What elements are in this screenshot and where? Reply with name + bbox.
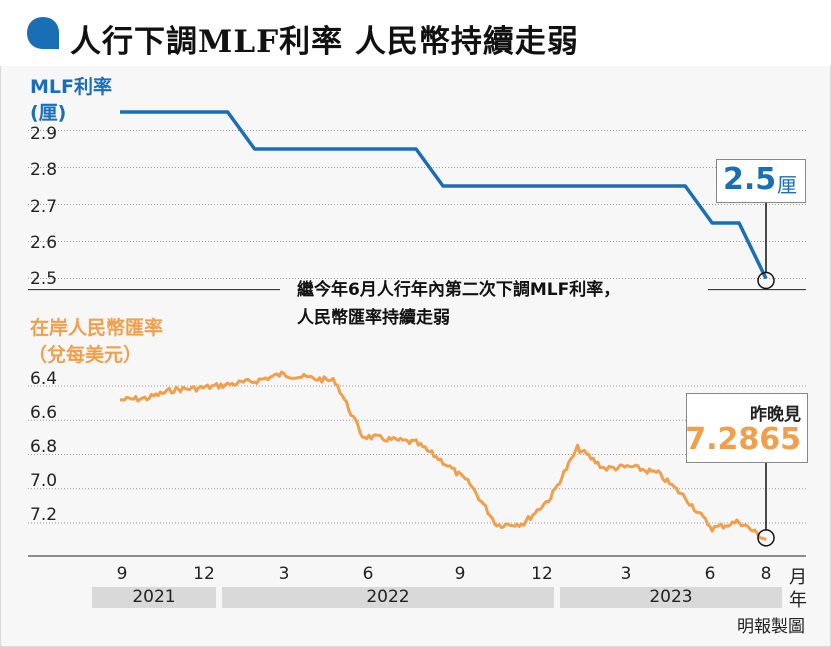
mlf-y-tick: 2.9 <box>30 124 58 144</box>
x-tick-month: 12 <box>531 564 553 584</box>
cny-y-tick: 7.0 <box>30 471 58 491</box>
x-month-unit: 月 <box>789 567 807 588</box>
x-tick-month: 8 <box>760 564 772 584</box>
cny-y-tick: 6.6 <box>30 403 58 423</box>
x-tick-month: 3 <box>278 564 290 584</box>
cny-y-tick: 7.2 <box>30 505 58 525</box>
x-year-unit: 年 <box>789 590 807 611</box>
annotation-line: 繼今年6月人行年內第二次下調MLF利率， <box>297 280 621 300</box>
mlf-y-tick: 2.7 <box>30 197 58 217</box>
mlf-series-line <box>120 110 768 280</box>
year-band-2021: 2021 <box>92 587 216 608</box>
x-tick-month: 12 <box>193 564 215 584</box>
cny-series-line <box>119 370 767 542</box>
page-title: 人行下調MLF利率 人民幣持續走弱 <box>70 24 579 60</box>
x-tick-month: 6 <box>362 564 374 584</box>
credit-label: 明報製圖 <box>737 617 805 637</box>
x-tick-month: 6 <box>704 564 716 584</box>
annotation-line: 人民幣匯率持續走弱 <box>297 308 450 328</box>
cny-callout-value: 7.2865 <box>685 422 801 457</box>
mlf-y-tick: 2.5 <box>30 269 58 289</box>
mlf-callout-value: 2.5 <box>723 162 777 197</box>
cny-y-tick: 6.4 <box>30 369 58 389</box>
cny-y-tick: 6.8 <box>30 437 58 457</box>
mlf-chart-title: MLF利率 <box>30 76 112 98</box>
cny-callout: 昨晚見 7.2865 <box>685 393 808 463</box>
mlf-callout-unit: 厘 <box>777 173 797 197</box>
mlf-y-tick: 2.8 <box>30 160 58 180</box>
x-tick-month: 3 <box>620 564 632 584</box>
x-tick-month: 9 <box>454 564 466 584</box>
header: 人行下調MLF利率 人民幣持續走弱 <box>0 0 831 66</box>
mlf-y-tick: 2.6 <box>30 233 58 253</box>
annotation-note: 繼今年6月人行年內第二次下調MLF利率， 人民幣匯率持續走弱 <box>297 276 620 332</box>
speech-bubble-icon <box>27 17 59 49</box>
cny-chart-title: 在岸人民幣匯率 <box>30 317 164 339</box>
mlf-callout: 2.5 厘 <box>716 159 806 203</box>
year-band-2022: 2022 <box>222 587 554 608</box>
cny-callout-label: 昨晚見 <box>750 405 801 425</box>
cny-y-unit: （兌每美元） <box>28 344 143 366</box>
mlf-y-unit: (厘) <box>30 102 67 124</box>
x-tick-month: 9 <box>116 564 128 584</box>
year-band-2023: 2023 <box>560 587 782 608</box>
